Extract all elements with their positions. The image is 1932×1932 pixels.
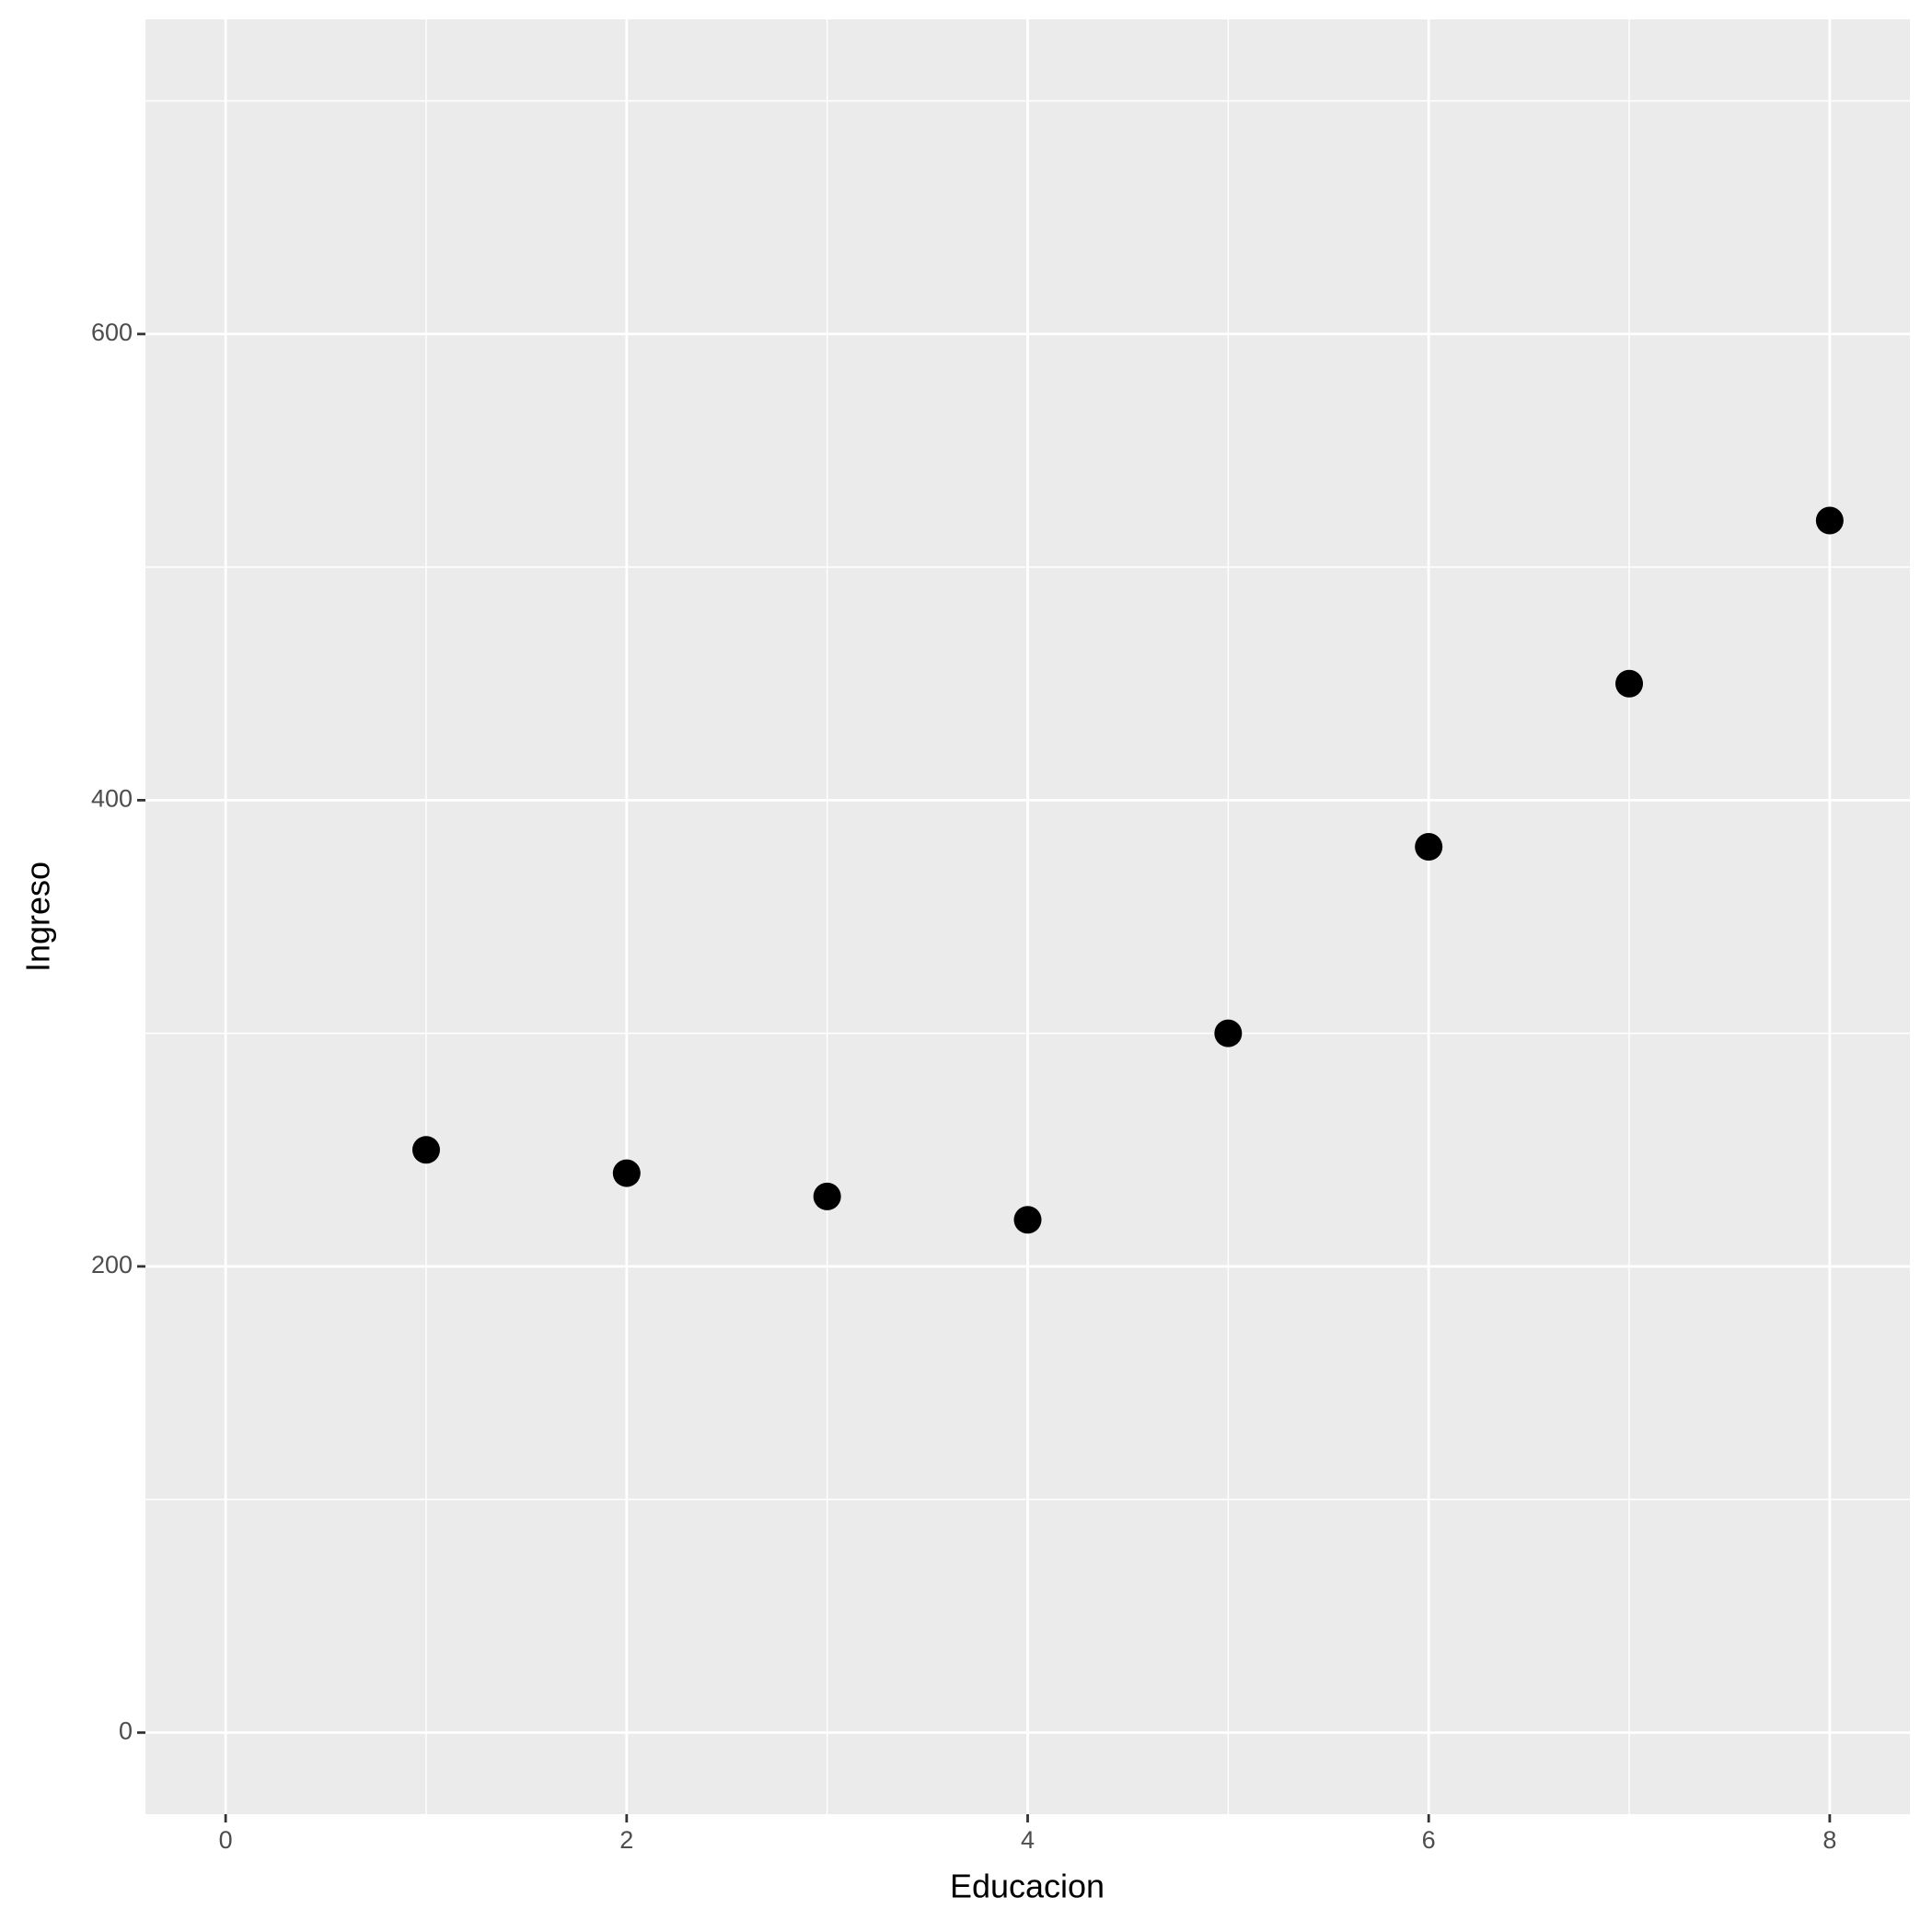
point [411,1136,440,1164]
point [612,1159,641,1187]
x-tick-label: 8 [1822,1826,1836,1854]
point [1815,506,1844,535]
point [1415,833,1443,862]
y-tick-label: 0 [119,1717,133,1744]
x-tick-label: 4 [1021,1826,1035,1854]
x-tick-label: 0 [219,1826,233,1854]
point [1214,1019,1243,1047]
y-axis-title: Ingreso [19,862,57,972]
point [1013,1206,1042,1234]
point [1615,669,1644,698]
x-tick-label: 6 [1422,1826,1436,1854]
y-tick-label: 600 [91,318,133,346]
y-tick-label: 200 [91,1251,133,1278]
x-axis-title: Educacion [950,1868,1105,1905]
y-tick-label: 400 [91,785,133,813]
grid [145,19,1910,1814]
points [411,506,1844,1234]
x-tick-label: 2 [619,1826,633,1854]
point [813,1182,841,1210]
